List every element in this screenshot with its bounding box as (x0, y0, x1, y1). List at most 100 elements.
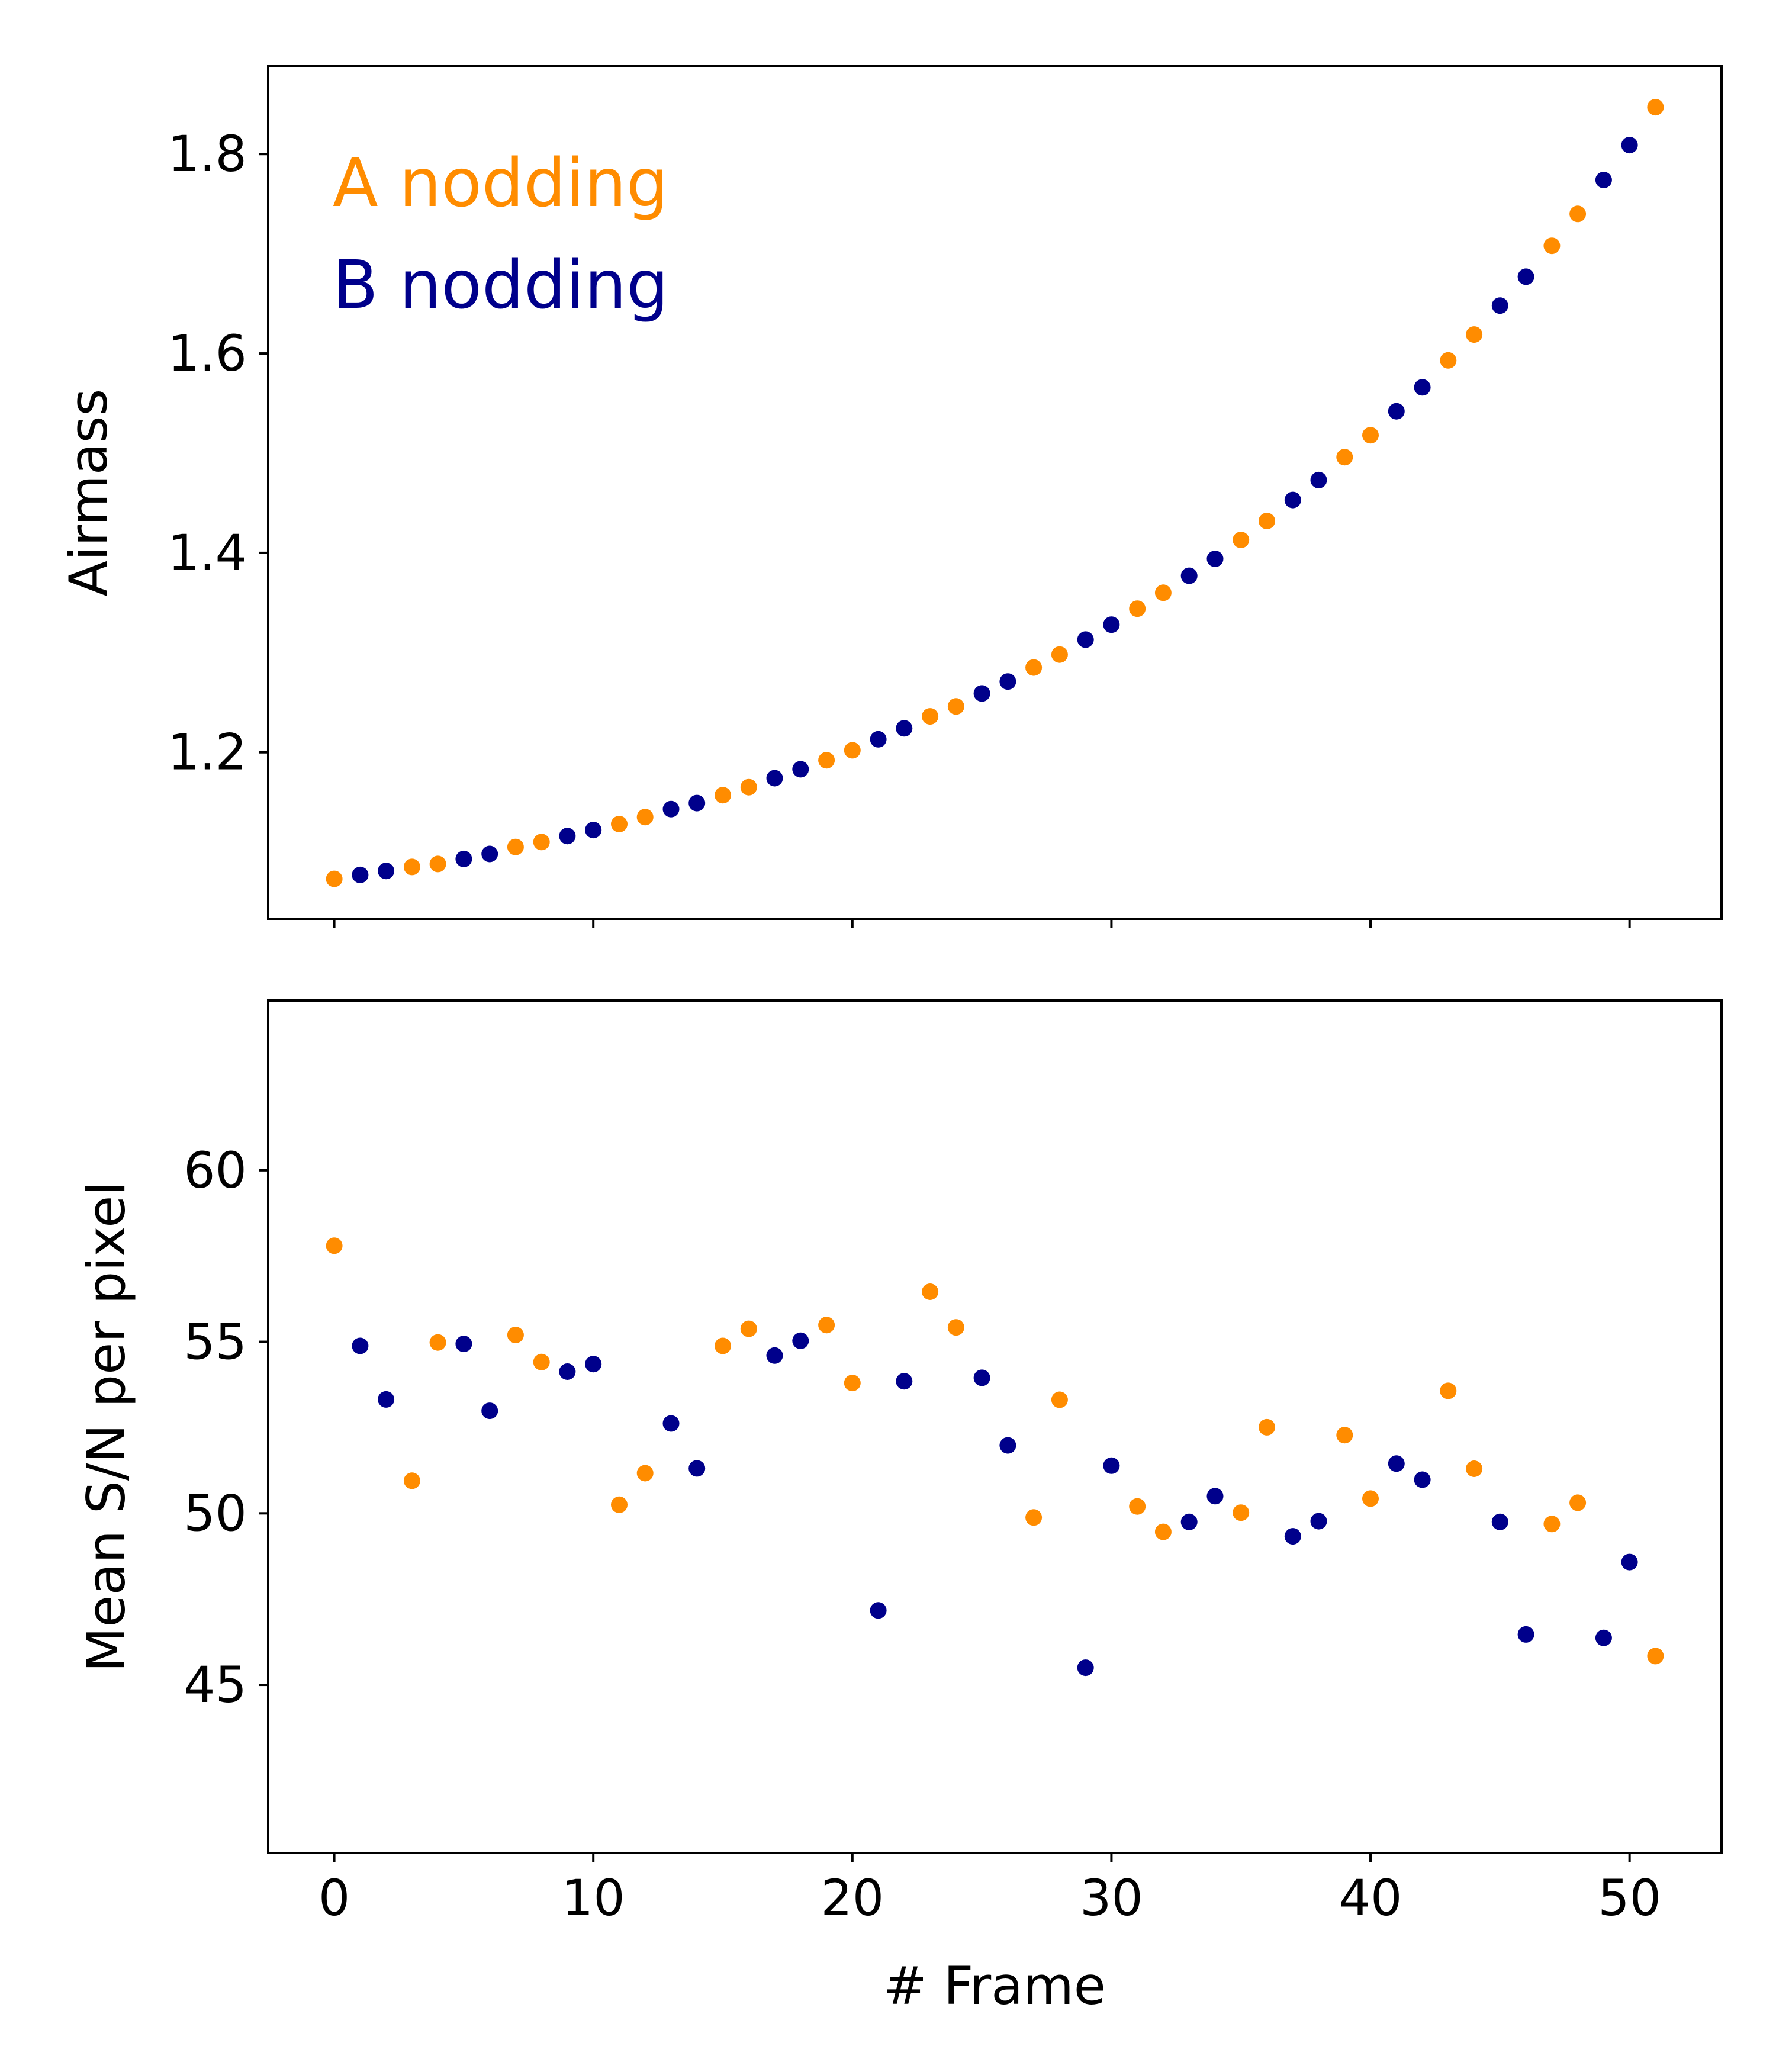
airmass-point-a-frame-4 (429, 855, 446, 873)
airmass-point-b-frame-34 (1206, 551, 1224, 567)
snr-y-ticks: 45 50 55 60 (184, 1141, 268, 1714)
snr-x-tick-label-50: 50 (1598, 1869, 1661, 1927)
airmass-point-b-frame-41 (1388, 403, 1405, 420)
airmass-point-a-frame-48 (1569, 205, 1587, 223)
snr-point-a-frame-3 (403, 1472, 420, 1489)
snr-point-a-frame-7 (507, 1327, 524, 1343)
snr-x-ticks: 0 10 20 30 40 50 (318, 1853, 1661, 1927)
airmass-point-b-frame-30 (1103, 616, 1120, 633)
airmass-point-b-frame-9 (559, 828, 576, 845)
snr-point-b-frame-45 (1491, 1513, 1508, 1530)
snr-point-b-frame-34 (1206, 1488, 1224, 1505)
airmass-point-b-frame-5 (455, 850, 472, 867)
airmass-point-a-frame-32 (1154, 584, 1172, 601)
snr-point-a-frame-43 (1440, 1382, 1457, 1399)
snr-x-tick-label-40: 40 (1339, 1869, 1402, 1927)
snr-point-b-frame-17 (766, 1347, 783, 1364)
snr-point-a-frame-12 (636, 1465, 654, 1482)
legend: A nodding B nodding (333, 145, 668, 324)
airmass-point-b-frame-2 (378, 863, 395, 880)
snr-x-axis-label: # Frame (883, 1955, 1106, 2016)
airmass-point-a-frame-36 (1259, 513, 1275, 529)
airmass-x-ticks (333, 919, 1631, 928)
airmass-point-a-frame-19 (818, 752, 835, 769)
snr-point-b-frame-13 (662, 1415, 680, 1432)
snr-point-b-frame-33 (1180, 1513, 1198, 1530)
airmass-point-b-frame-13 (662, 800, 680, 818)
airmass-point-b-frame-21 (870, 731, 887, 748)
airmass-point-a-frame-43 (1440, 352, 1457, 369)
snr-point-a-frame-8 (533, 1353, 550, 1370)
snr-point-b-frame-22 (896, 1373, 913, 1390)
airmass-y-axis-label: Airmass (58, 389, 119, 597)
snr-point-a-frame-32 (1154, 1523, 1172, 1540)
airmass-point-a-frame-8 (533, 834, 550, 851)
snr-point-a-frame-15 (715, 1337, 731, 1354)
airmass-point-a-frame-12 (636, 809, 654, 826)
airmass-point-a-frame-40 (1362, 427, 1379, 444)
airmass-point-a-frame-15 (715, 787, 731, 804)
snr-y-tick-label-55: 55 (184, 1313, 247, 1371)
snr-point-a-frame-35 (1233, 1504, 1250, 1521)
snr-point-a-frame-16 (740, 1320, 757, 1337)
airmass-point-b-frame-45 (1491, 297, 1508, 314)
snr-point-a-frame-0 (326, 1237, 343, 1254)
snr-point-a-frame-47 (1543, 1516, 1561, 1533)
snr-point-b-frame-49 (1595, 1629, 1612, 1646)
snr-point-b-frame-42 (1414, 1471, 1431, 1488)
snr-y-tick-label-45: 45 (184, 1656, 247, 1714)
snr-point-b-frame-2 (378, 1391, 395, 1408)
snr-point-b-frame-14 (688, 1460, 706, 1477)
snr-point-b-frame-9 (559, 1363, 576, 1380)
legend-label-b-nodding: B nodding (333, 247, 668, 324)
snr-point-a-frame-39 (1336, 1427, 1353, 1444)
airmass-y-tick-label-1.6: 1.6 (168, 324, 247, 382)
snr-point-b-frame-5 (455, 1336, 472, 1353)
airmass-point-a-frame-16 (740, 778, 757, 796)
airmass-point-a-frame-11 (611, 816, 628, 832)
airmass-point-b-frame-46 (1517, 268, 1534, 285)
airmass-y-tick-label-1.8: 1.8 (168, 125, 247, 183)
snr-point-a-frame-11 (611, 1496, 628, 1513)
airmass-point-b-frame-22 (896, 720, 913, 737)
airmass-point-b-frame-25 (973, 685, 990, 702)
snr-point-a-frame-51 (1647, 1648, 1664, 1665)
snr-x-tick-label-20: 20 (821, 1869, 884, 1927)
airmass-points (326, 99, 1664, 887)
snr-points (326, 1237, 1664, 1677)
airmass-point-a-frame-35 (1233, 532, 1250, 548)
snr-y-tick-label-60: 60 (184, 1141, 247, 1199)
snr-point-a-frame-4 (429, 1334, 446, 1351)
airmass-point-b-frame-6 (481, 845, 498, 863)
airmass-y-tick-label-1.4: 1.4 (168, 524, 247, 582)
airmass-point-a-frame-0 (326, 870, 343, 887)
snr-point-b-frame-18 (792, 1332, 809, 1349)
airmass-point-a-frame-3 (403, 858, 420, 876)
snr-point-b-frame-29 (1077, 1659, 1094, 1677)
airmass-point-b-frame-17 (766, 770, 783, 787)
airmass-point-a-frame-23 (922, 708, 939, 725)
snr-point-b-frame-41 (1388, 1455, 1405, 1472)
snr-point-b-frame-6 (481, 1402, 498, 1420)
snr-point-b-frame-25 (973, 1369, 990, 1386)
airmass-point-a-frame-39 (1336, 449, 1353, 466)
snr-x-tick-label-30: 30 (1080, 1869, 1143, 1927)
airmass-axes-frame (267, 65, 1723, 920)
airmass-point-b-frame-29 (1077, 631, 1094, 648)
snr-point-b-frame-21 (870, 1602, 887, 1619)
airmass-point-a-frame-47 (1543, 237, 1561, 255)
snr-y-axis-label: Mean S/N per pixel (76, 1181, 137, 1672)
airmass-point-b-frame-38 (1310, 471, 1327, 488)
snr-point-a-frame-44 (1466, 1460, 1483, 1477)
snr-point-a-frame-40 (1362, 1490, 1379, 1507)
snr-point-a-frame-20 (844, 1375, 861, 1392)
snr-point-b-frame-37 (1284, 1528, 1301, 1545)
airmass-point-a-frame-7 (507, 838, 524, 855)
snr-point-a-frame-48 (1569, 1494, 1587, 1511)
airmass-point-a-frame-27 (1025, 659, 1043, 676)
snr-point-b-frame-10 (585, 1356, 602, 1373)
airmass-point-a-frame-31 (1129, 600, 1146, 617)
airmass-point-b-frame-18 (792, 761, 809, 778)
